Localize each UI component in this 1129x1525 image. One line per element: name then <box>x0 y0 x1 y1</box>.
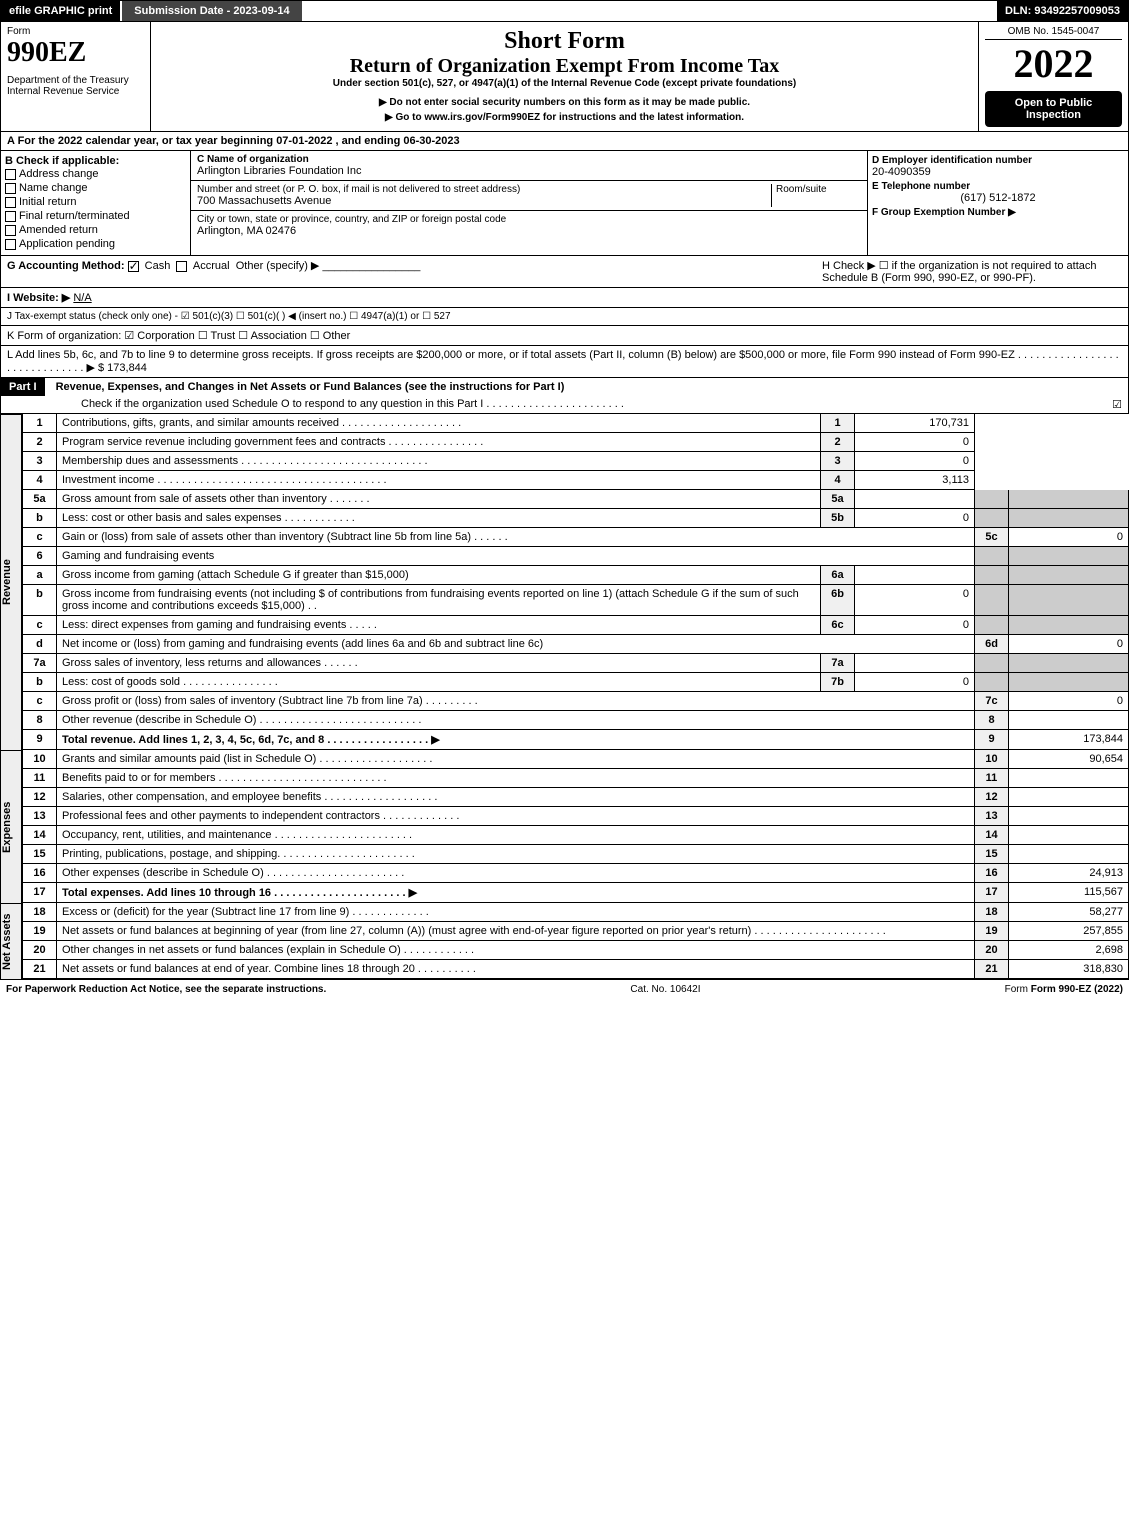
under-section: Under section 501(c), 527, or 4947(a)(1)… <box>157 78 972 89</box>
part1-title: Revenue, Expenses, and Changes in Net As… <box>56 381 565 393</box>
org-name: Arlington Libraries Foundation Inc <box>197 165 861 177</box>
netassets-side-label: Net Assets <box>0 903 22 979</box>
chk-cash[interactable] <box>128 261 139 272</box>
line-l: L Add lines 5b, 6c, and 7b to line 9 to … <box>0 346 1129 378</box>
part1-header: Part I Revenue, Expenses, and Changes in… <box>0 378 1129 414</box>
form-header: Form 990EZ Department of the Treasury In… <box>0 22 1129 132</box>
chk-name[interactable]: Name change <box>5 181 186 195</box>
tel-value: (617) 512-1872 <box>872 192 1124 204</box>
header-left: Form 990EZ Department of the Treasury In… <box>1 22 151 131</box>
chk-final[interactable]: Final return/terminated <box>5 209 186 223</box>
form-number: 990EZ <box>7 37 144 69</box>
chk-pending[interactable]: Application pending <box>5 237 186 251</box>
footer-left: For Paperwork Reduction Act Notice, see … <box>6 984 326 995</box>
form-label: Form <box>7 26 144 37</box>
c-street-label: Number and street (or P. O. box, if mail… <box>197 184 771 195</box>
netassets-block: Net Assets 18Excess or (deficit) for the… <box>0 903 1129 979</box>
l-text: L Add lines 5b, 6c, and 7b to line 9 to … <box>7 349 1119 374</box>
goto-note: ▶ Go to www.irs.gov/Form990EZ for instru… <box>157 112 972 123</box>
line-gh: G Accounting Method: Cash Accrual Other … <box>0 256 1129 288</box>
footer-mid: Cat. No. 10642I <box>326 984 1004 995</box>
meta-grid: B Check if applicable: Address change Na… <box>0 151 1129 256</box>
ssn-note: ▶ Do not enter social security numbers o… <box>157 97 972 108</box>
revenue-side-label: Revenue <box>0 414 22 750</box>
part1-sub: Check if the organization used Schedule … <box>81 398 1112 411</box>
return-title: Return of Organization Exempt From Incom… <box>157 55 972 78</box>
website-value: N/A <box>73 292 91 304</box>
i-label: I Website: ▶ <box>7 292 70 304</box>
c-name-label: C Name of organization <box>197 154 861 165</box>
page-footer: For Paperwork Reduction Act Notice, see … <box>0 979 1129 999</box>
expenses-block: Expenses 10Grants and similar amounts pa… <box>0 750 1129 903</box>
l-amount: 173,844 <box>107 362 147 374</box>
b-label: B Check if applicable: <box>5 155 186 167</box>
org-city: Arlington, MA 02476 <box>197 225 861 237</box>
chk-amended[interactable]: Amended return <box>5 223 186 237</box>
submission-date: Submission Date - 2023-09-14 <box>120 1 301 21</box>
section-def: D Employer identification number 20-4090… <box>868 151 1128 255</box>
open-inspection-badge: Open to Public Inspection <box>985 91 1122 127</box>
revenue-table: 1Contributions, gifts, grants, and simil… <box>22 414 1129 750</box>
c-city-label: City or town, state or province, country… <box>197 214 861 225</box>
header-mid: Short Form Return of Organization Exempt… <box>151 22 978 131</box>
footer-right: Form Form 990-EZ (2022) <box>1005 984 1123 995</box>
chk-initial[interactable]: Initial return <box>5 195 186 209</box>
chk-address[interactable]: Address change <box>5 167 186 181</box>
line-j: J Tax-exempt status (check only one) - ☑… <box>0 308 1129 326</box>
dln: DLN: 93492257009053 <box>997 1 1128 21</box>
group-label: F Group Exemption Number ▶ <box>872 207 1124 218</box>
efile-label: efile GRAPHIC print <box>1 1 120 21</box>
netassets-table: 18Excess or (deficit) for the year (Subt… <box>22 903 1129 979</box>
line-i: I Website: ▶ N/A <box>0 288 1129 308</box>
short-form-title: Short Form <box>157 28 972 55</box>
irs-label: Internal Revenue Service <box>7 86 144 97</box>
dept-label: Department of the Treasury <box>7 75 144 86</box>
g-label: G Accounting Method: <box>7 260 125 272</box>
expenses-table: 10Grants and similar amounts paid (list … <box>22 750 1129 903</box>
line-k: K Form of organization: ☑ Corporation ☐ … <box>0 326 1129 346</box>
part1-tab: Part I <box>1 378 45 396</box>
ein-value: 20-4090359 <box>872 166 1124 178</box>
tel-label: E Telephone number <box>872 181 1124 192</box>
section-c: C Name of organization Arlington Librari… <box>191 151 868 255</box>
tax-year: 2022 <box>985 40 1122 87</box>
ein-label: D Employer identification number <box>872 155 1124 166</box>
h-text: H Check ▶ ☐ if the organization is not r… <box>822 259 1122 284</box>
section-b: B Check if applicable: Address change Na… <box>1 151 191 255</box>
org-street: 700 Massachusetts Avenue <box>197 195 771 207</box>
revenue-block: Revenue 1Contributions, gifts, grants, a… <box>0 414 1129 750</box>
header-right: OMB No. 1545-0047 2022 Open to Public In… <box>978 22 1128 131</box>
expenses-side-label: Expenses <box>0 750 22 903</box>
omb-number: OMB No. 1545-0047 <box>985 26 1122 40</box>
room-suite-label: Room/suite <box>771 184 861 207</box>
chk-accrual[interactable] <box>176 261 187 272</box>
section-a: A For the 2022 calendar year, or tax yea… <box>0 132 1129 151</box>
top-bar: efile GRAPHIC print Submission Date - 20… <box>0 0 1129 22</box>
part1-check[interactable]: ☑ <box>1112 398 1122 411</box>
